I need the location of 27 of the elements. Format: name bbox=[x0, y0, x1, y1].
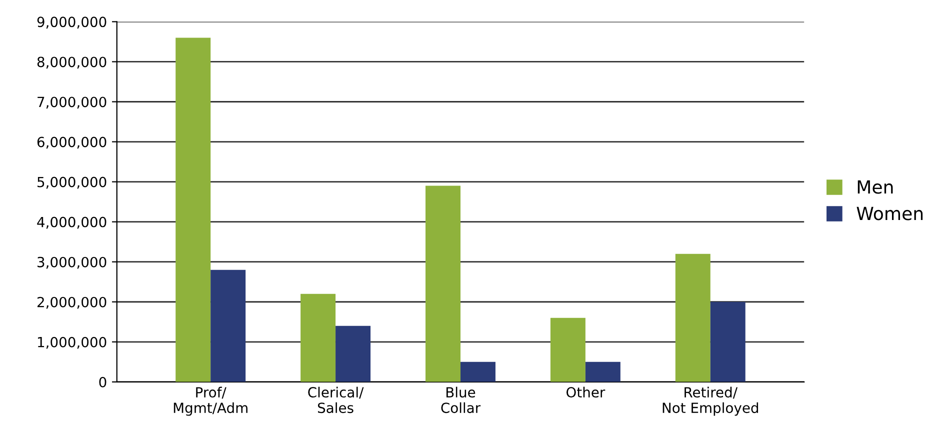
legend-label: Women bbox=[856, 206, 923, 220]
bar bbox=[550, 318, 586, 382]
y-tick-label: 3,000,000 bbox=[38, 256, 106, 269]
bar bbox=[675, 254, 710, 382]
y-tick-label: 5,000,000 bbox=[38, 176, 106, 189]
y-tick-label: 8,000,000 bbox=[37, 56, 106, 69]
legend-label: Men bbox=[858, 180, 893, 194]
x-tick-label: Retired/ Not Employed bbox=[662, 386, 758, 416]
bar bbox=[710, 302, 746, 382]
y-tick-label: 0 bbox=[99, 376, 106, 388]
bar bbox=[300, 294, 336, 382]
y-tick-label: 9,000,000 bbox=[37, 16, 106, 29]
bar bbox=[210, 270, 246, 382]
bar bbox=[585, 362, 620, 382]
bar bbox=[426, 186, 460, 382]
y-tick-label: 6,000,000 bbox=[37, 136, 106, 149]
bar bbox=[460, 362, 496, 382]
bar bbox=[336, 326, 371, 382]
y-tick-label: 7,000,000 bbox=[38, 96, 106, 109]
y-tick-label: 1,000,000 bbox=[38, 336, 106, 349]
y-tick-label: 4,000,000 bbox=[37, 216, 106, 229]
x-tick-label: Other bbox=[566, 386, 606, 398]
x-tick-label: Blue Collar bbox=[441, 386, 481, 414]
x-tick-label: Prof/ Mgmt/Adm bbox=[174, 386, 248, 416]
bar bbox=[176, 38, 211, 382]
x-tick-label: Clerical/ Sales bbox=[308, 386, 364, 414]
y-tick-label: 2,000,000 bbox=[37, 296, 106, 309]
